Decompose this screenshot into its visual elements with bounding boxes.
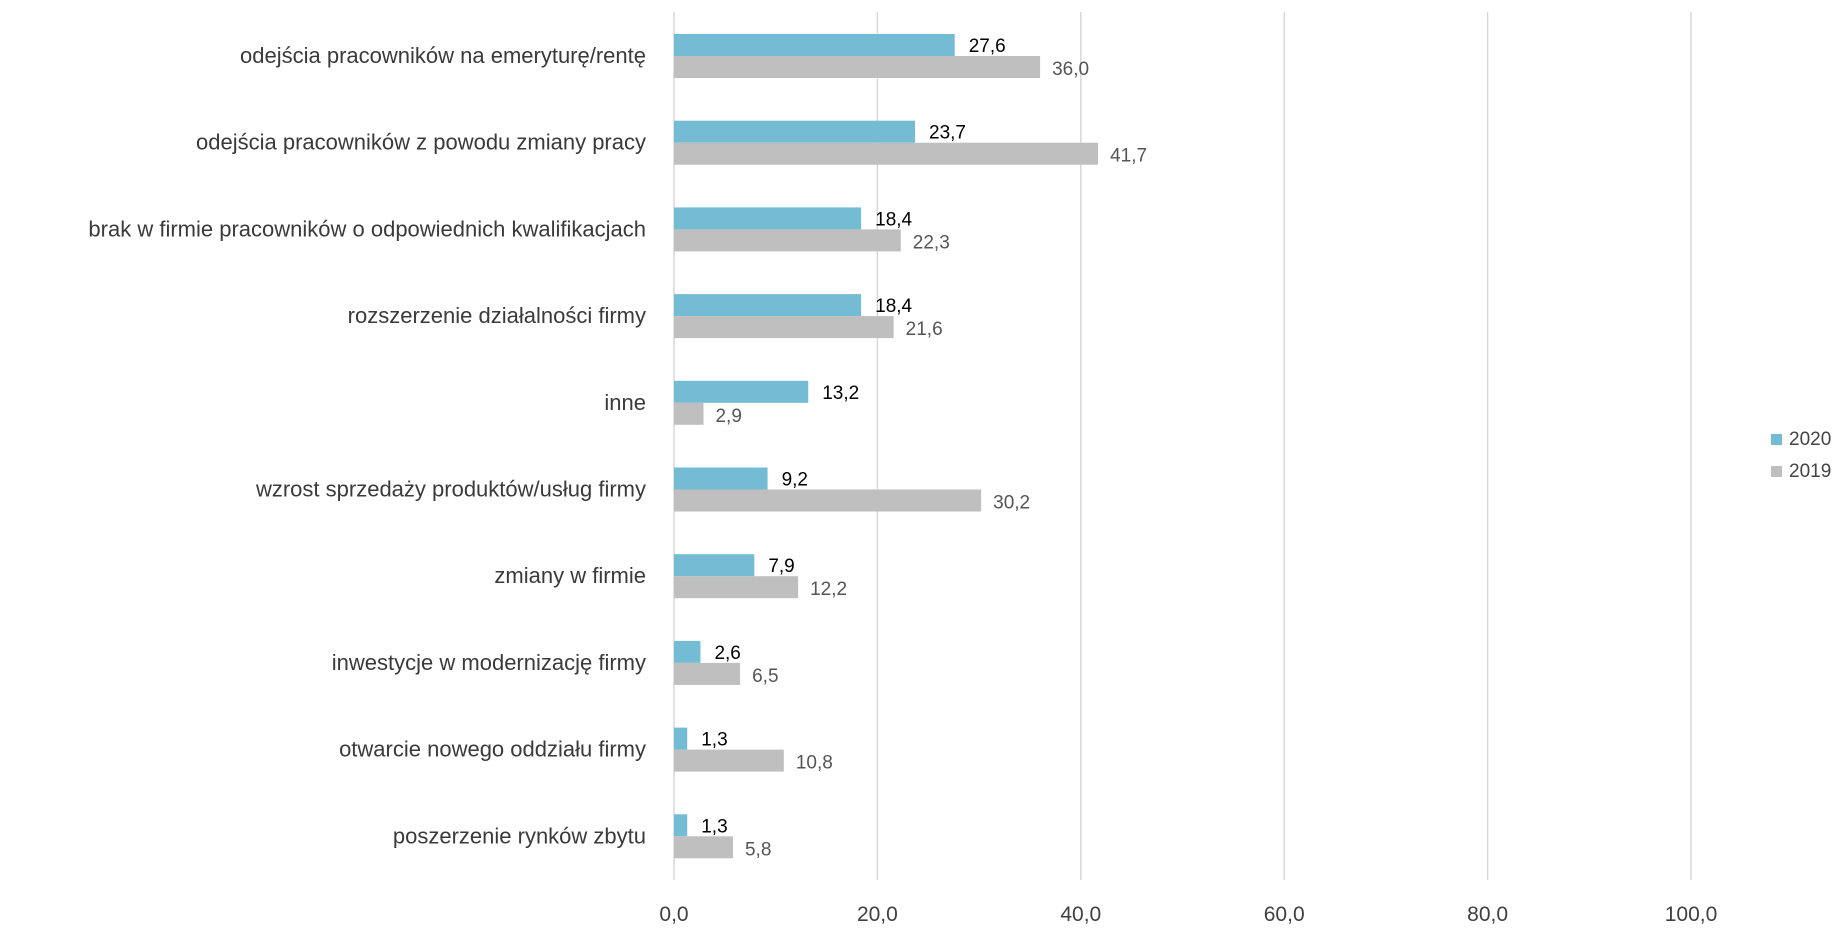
x-tick-label: 40,0 [1060, 903, 1101, 926]
data-label-2020: 27,6 [969, 36, 1006, 57]
bar-2019 [674, 142, 1099, 165]
category-label: odejścia pracowników z powodu zmiany pra… [196, 130, 646, 155]
bar-2020 [674, 727, 688, 750]
bar-2020 [674, 34, 955, 56]
data-label-2020: 18,4 [875, 209, 912, 230]
bar-2020 [674, 814, 688, 837]
data-label-2020: 7,9 [768, 556, 794, 577]
data-label-2019: 10,8 [796, 753, 833, 774]
x-tick-label: 100,0 [1665, 903, 1718, 926]
data-label-2019: 41,7 [1110, 146, 1147, 167]
x-tick-label: 20,0 [857, 903, 898, 926]
bars [674, 34, 1099, 859]
legend-label-2019: 2019 [1789, 461, 1831, 482]
data-label-2020: 1,3 [701, 730, 727, 751]
category-label: odejścia pracowników na emeryturę/rentę [240, 43, 646, 68]
x-tick-label: 60,0 [1264, 903, 1305, 926]
category-label: otwarcie nowego oddziału firmy [339, 737, 646, 762]
bar-2020 [674, 120, 916, 143]
data-label-2020: 1,3 [701, 816, 727, 837]
bar-2019 [674, 229, 901, 252]
category-label: wzrost sprzedaży produktów/usług firmy [255, 477, 646, 502]
category-label: inwestycje w modernizację firmy [332, 650, 646, 675]
category-label: brak w firmie pracowników o odpowiednich… [88, 216, 646, 241]
data-label-2020: 23,7 [929, 123, 966, 144]
data-label-2019: 21,6 [906, 319, 943, 340]
bar-2019 [674, 836, 733, 859]
bar-2019 [674, 316, 894, 339]
bar-2020 [674, 640, 701, 663]
legend-swatch-2019 [1771, 466, 1782, 477]
data-label-2020: 9,2 [782, 470, 808, 491]
legend-swatch-2020 [1771, 434, 1782, 445]
data-label-2020: 13,2 [822, 383, 859, 404]
data-label-2019: 12,2 [810, 579, 847, 600]
bar-2020 [674, 554, 755, 577]
x-tick-labels: 0,0 20,0 40,0 60,0 80,0 100,0 [659, 903, 1717, 926]
bar-2019 [674, 402, 704, 425]
category-labels: odejścia pracowników na emeryturę/rentę o… [88, 43, 646, 848]
data-label-2019: 2,9 [715, 406, 741, 427]
x-tick-label: 80,0 [1467, 903, 1508, 926]
bar-2020 [674, 380, 809, 403]
bar-2019 [674, 662, 741, 685]
category-label: inne [604, 390, 646, 415]
data-label-2019: 6,5 [752, 666, 778, 687]
bar-2020 [674, 467, 768, 490]
bar-2019 [674, 749, 784, 772]
data-label-2020: 18,4 [875, 296, 912, 317]
bar-2020 [674, 294, 862, 317]
bar-2020 [674, 207, 862, 230]
data-label-2019: 30,2 [993, 493, 1030, 514]
category-label: rozszerzenie działalności firmy [348, 303, 646, 328]
value-labels: 27,636,023,741,718,422,318,421,613,22,99… [701, 36, 1147, 860]
bar-2019 [674, 576, 799, 599]
data-label-2020: 2,6 [714, 643, 740, 664]
data-label-2019: 36,0 [1052, 59, 1089, 80]
data-label-2019: 22,3 [913, 232, 950, 253]
bar-2019 [674, 489, 982, 512]
bar-2019 [674, 56, 1041, 78]
legend-label-2020: 2020 [1789, 429, 1831, 450]
category-label: poszerzenie rynków zbytu [393, 823, 646, 848]
legend: 2020 2019 [1771, 429, 1831, 482]
data-label-2019: 5,8 [745, 839, 771, 860]
category-label: zmiany w firmie [494, 563, 646, 588]
x-tick-label: 0,0 [659, 903, 688, 926]
